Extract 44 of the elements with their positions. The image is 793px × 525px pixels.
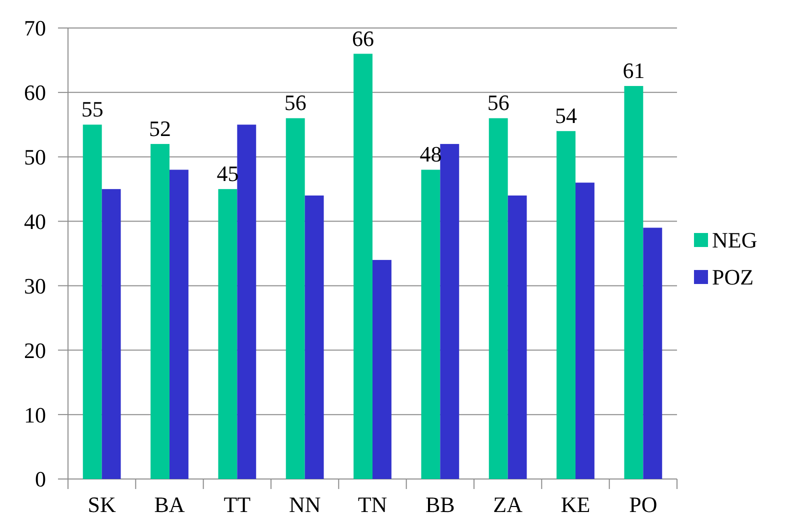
bar: [508, 196, 527, 479]
data-label: 54: [555, 103, 578, 128]
x-tick-label: TN: [358, 492, 388, 517]
y-tick-label: 20: [24, 338, 46, 363]
bar: [624, 86, 644, 479]
bar: [82, 124, 102, 479]
y-tick-label: 30: [24, 273, 46, 298]
x-tick-label: NN: [288, 492, 321, 517]
y-tick-label: 60: [24, 80, 46, 106]
bar: [237, 124, 256, 479]
data-label: 52: [149, 116, 172, 141]
data-label: 66: [352, 26, 374, 51]
bar: [488, 118, 508, 479]
data-label: 61: [622, 58, 645, 83]
x-tick-label: BA: [154, 492, 185, 517]
data-label: 56: [284, 90, 306, 116]
x-tick-label: KE: [560, 492, 590, 517]
bar: [286, 118, 305, 479]
x-tick-label: PO: [629, 492, 658, 517]
bar: [354, 54, 372, 479]
x-tick-label: SK: [88, 492, 116, 517]
x-tick-label: ZA: [493, 492, 523, 517]
bar: [421, 170, 440, 479]
bar: [372, 260, 392, 479]
bar: [218, 189, 238, 479]
bar: [150, 144, 170, 479]
legend-label: NEG: [712, 228, 758, 253]
bar: [304, 196, 324, 479]
bar: [556, 131, 576, 479]
y-tick-label: 50: [24, 144, 46, 170]
y-tick-label: 10: [24, 402, 46, 428]
y-tick-label: 70: [24, 16, 46, 41]
bar: [576, 182, 594, 479]
legend-label: POZ: [712, 264, 754, 290]
bar: [170, 170, 188, 479]
y-tick-label: 0: [35, 466, 46, 492]
bar: [102, 189, 121, 479]
bar: [440, 144, 460, 479]
y-tick-label: 40: [24, 208, 46, 234]
data-label: 56: [487, 90, 510, 116]
x-tick-label: BB: [425, 492, 455, 517]
bar: [643, 228, 662, 479]
x-tick-label: TT: [224, 492, 252, 517]
data-label: 55: [81, 96, 104, 122]
